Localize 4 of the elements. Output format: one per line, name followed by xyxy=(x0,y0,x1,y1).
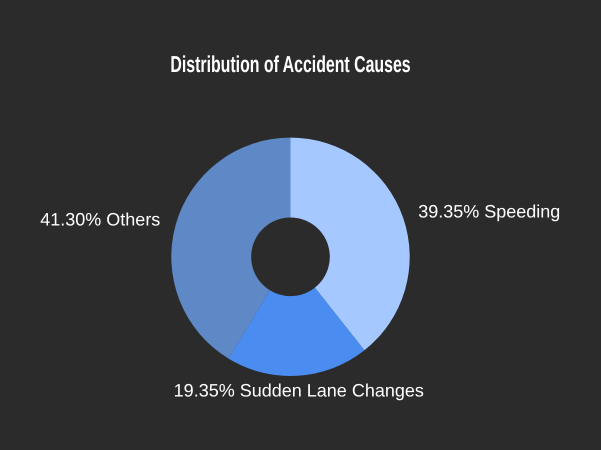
chart-title: Distribution of Accident Causes xyxy=(170,52,411,78)
slice-label: 19.35% Sudden Lane Changes xyxy=(174,380,424,401)
slice-label: 39.35% Speeding xyxy=(418,201,560,222)
slice-label: 41.30% Others xyxy=(40,209,160,230)
